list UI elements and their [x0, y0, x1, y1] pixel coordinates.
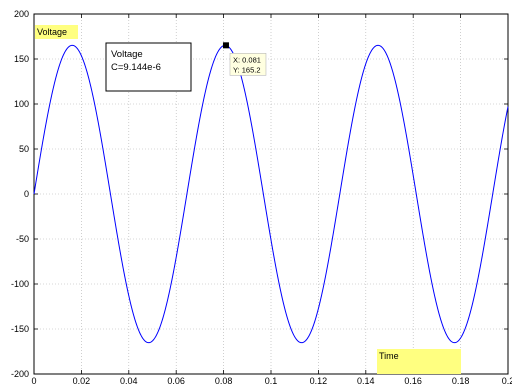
datatip-marker[interactable]	[222, 42, 229, 49]
voltage-label-box: Voltage	[35, 25, 78, 39]
x-tick-label: 0.12	[310, 376, 328, 386]
x-tick-label: 0.18	[452, 376, 470, 386]
x-tick-label: 0.2	[502, 376, 512, 386]
x-tick-label: 0.02	[73, 376, 91, 386]
legend-entry-voltage: Voltage	[111, 49, 143, 60]
y-tick-label: 50	[19, 144, 29, 154]
voltage-label-background	[35, 25, 78, 39]
time-label-background	[377, 349, 461, 374]
grid-lines	[33, 13, 509, 375]
y-tick-label: -150	[11, 324, 29, 334]
datatip-background	[229, 53, 267, 76]
y-tick-label: 200	[14, 9, 29, 19]
datatip-x-value: X: 0.081	[233, 55, 261, 64]
tick-labels: 0 0.02 0.04 0.06 0.08 0.1 0.12 0.14 0.16 0.18 0.2 2…	[11, 9, 512, 386]
y-tick-label: 100	[14, 99, 29, 109]
voltage-label-text: Voltage	[37, 27, 67, 37]
x-tick-label: 0.06	[167, 376, 185, 386]
legend-background	[105, 42, 192, 92]
x-tick-label: 0.1	[265, 376, 278, 386]
tick-marks	[33, 13, 509, 375]
legend-entry-capacitance: C=9.144e-6	[111, 62, 161, 73]
series-line-voltage	[33, 44, 509, 344]
y-tick-label: 0	[24, 189, 29, 199]
y-tick-label: 150	[14, 54, 29, 64]
time-label-box: Time	[377, 349, 461, 374]
datatip[interactable]: X: 0.081 Y: 165.2	[222, 42, 267, 76]
x-tick-label: 0.04	[120, 376, 138, 386]
y-tick-label: -200	[11, 369, 29, 379]
y-tick-label: -50	[16, 234, 29, 244]
legend: Voltage C=9.144e-6	[105, 42, 192, 92]
x-tick-label: 0.14	[357, 376, 375, 386]
y-tick-label: -100	[11, 279, 29, 289]
x-tick-label: 0	[31, 376, 36, 386]
x-tick-label: 0.16	[404, 376, 422, 386]
datatip-y-value: Y: 165.2	[233, 65, 261, 74]
time-label-text: Time	[379, 351, 399, 361]
x-tick-label: 0.08	[215, 376, 233, 386]
